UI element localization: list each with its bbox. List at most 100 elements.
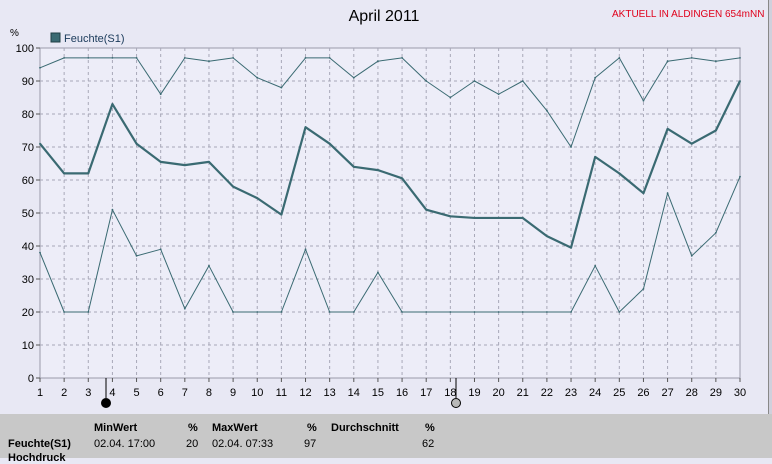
y-tick-label: 70 [22, 142, 34, 154]
data-point-mean [545, 235, 548, 238]
data-point-max [352, 76, 355, 79]
data-point-min [401, 311, 403, 313]
data-point-max [304, 57, 307, 59]
x-tick-label: 26 [637, 387, 649, 399]
data-point-min [208, 264, 210, 267]
data-point-min [232, 311, 235, 313]
x-tick-label: 15 [372, 387, 384, 399]
data-point-mean [328, 142, 331, 145]
data-point-mean [690, 142, 693, 145]
data-point-mean [570, 246, 572, 249]
data-point-max [377, 60, 379, 63]
data-point-min [449, 311, 452, 313]
avg-value: 62 [422, 438, 435, 450]
data-point-mean [666, 127, 669, 130]
data-point-max [401, 57, 403, 59]
x-tick-label: 27 [661, 387, 673, 399]
x-tick-label: 19 [468, 387, 480, 399]
data-point-mean [352, 165, 355, 168]
data-point-mean [208, 160, 210, 163]
data-point-max [232, 57, 235, 59]
data-point-min [594, 264, 597, 267]
avg-header: Durchschnitt [331, 422, 399, 434]
x-tick-label: 18 [444, 387, 456, 399]
data-point-mean [739, 80, 741, 82]
gridlines [40, 48, 740, 378]
data-point-min [714, 231, 717, 234]
data-point-max [208, 60, 210, 63]
data-point-max [545, 109, 548, 112]
data-point-mean [497, 217, 500, 219]
data-point-max [497, 93, 500, 96]
data-point-max [449, 96, 452, 99]
x-tick-label: 8 [206, 387, 212, 399]
data-point-max [87, 57, 90, 59]
y-axis-unit: % [10, 28, 19, 39]
cursor-handle-right[interactable] [451, 398, 461, 408]
series-lines [39, 57, 741, 313]
data-point-min [63, 311, 66, 313]
data-point-mean [714, 129, 717, 132]
row-label-2: Hochdruck [8, 452, 66, 464]
data-point-min [377, 271, 379, 274]
x-tick-label: 21 [517, 387, 529, 399]
data-point-min [256, 311, 259, 313]
data-point-mean [39, 142, 41, 145]
data-point-mean [232, 185, 235, 188]
series-line-max [39, 57, 741, 148]
data-point-min [280, 311, 283, 313]
right-scroll-edge[interactable] [768, 0, 772, 414]
data-point-mean [401, 177, 403, 180]
x-axis-ticks: 1 2 3 4 5 6 7 8 9 10 11 12 13 14 15 16 17 18 19 20 21 22 23 24 2… [37, 378, 746, 399]
min-value: 20 [186, 438, 199, 450]
min-time: 02.04. 17:00 [94, 438, 156, 450]
data-point-max [256, 76, 259, 79]
data-point-max [111, 57, 114, 59]
data-point-mean [304, 126, 307, 129]
max-header: MaxWert [212, 422, 258, 434]
data-point-max [618, 57, 621, 59]
data-point-mean [594, 156, 597, 158]
y-tick-label: 0 [28, 373, 34, 385]
x-tick-label: 10 [251, 387, 263, 399]
data-point-min [135, 255, 138, 257]
data-point-max [280, 86, 283, 89]
data-point-min [690, 255, 693, 257]
data-point-min [425, 311, 428, 313]
cursor-handle-left[interactable] [101, 398, 111, 408]
data-point-max [135, 57, 138, 59]
data-point-min [618, 311, 621, 313]
data-point-mean [111, 103, 114, 105]
y-tick-label: 40 [22, 241, 34, 253]
data-point-max [690, 57, 693, 59]
data-point-min [545, 311, 548, 313]
data-point-max [328, 57, 331, 59]
x-tick-label: 9 [230, 387, 236, 399]
data-point-min [352, 311, 355, 313]
x-tick-label: 3 [85, 387, 91, 399]
x-tick-label: 30 [734, 387, 746, 399]
data-point-max [714, 60, 717, 63]
data-point-mean [642, 192, 645, 195]
min-unit-header: % [188, 422, 198, 434]
data-point-max [39, 66, 41, 69]
data-point-max [183, 57, 186, 59]
x-tick-label: 20 [492, 387, 504, 399]
cursor-markers[interactable] [101, 378, 461, 408]
x-tick-label: 28 [686, 387, 698, 399]
data-point-max [521, 80, 524, 82]
data-point-max [570, 146, 572, 148]
data-point-min [111, 208, 114, 211]
y-tick-label: 10 [22, 340, 34, 352]
data-point-min [159, 248, 162, 251]
y-tick-label: 20 [22, 307, 34, 319]
data-point-max [63, 57, 66, 59]
x-tick-label: 11 [276, 387, 287, 399]
data-point-min [183, 307, 186, 310]
chart-title: April 2011 [349, 8, 420, 25]
stats-panel: MinWert % MaxWert % Durchschnitt % Feuch… [0, 414, 772, 464]
data-point-mean [135, 142, 138, 145]
data-point-mean [256, 197, 259, 200]
data-point-min [642, 288, 645, 290]
